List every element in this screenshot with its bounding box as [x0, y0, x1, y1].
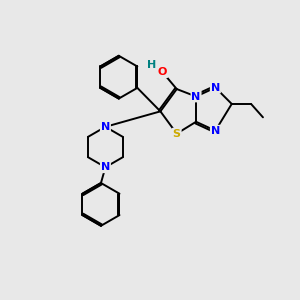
Text: S: S — [173, 129, 181, 139]
Text: H: H — [147, 60, 156, 70]
Text: N: N — [211, 82, 220, 93]
Text: N: N — [101, 122, 110, 132]
Text: O: O — [158, 67, 167, 77]
Text: N: N — [191, 92, 201, 101]
Text: N: N — [101, 162, 110, 172]
Text: N: N — [211, 126, 220, 136]
